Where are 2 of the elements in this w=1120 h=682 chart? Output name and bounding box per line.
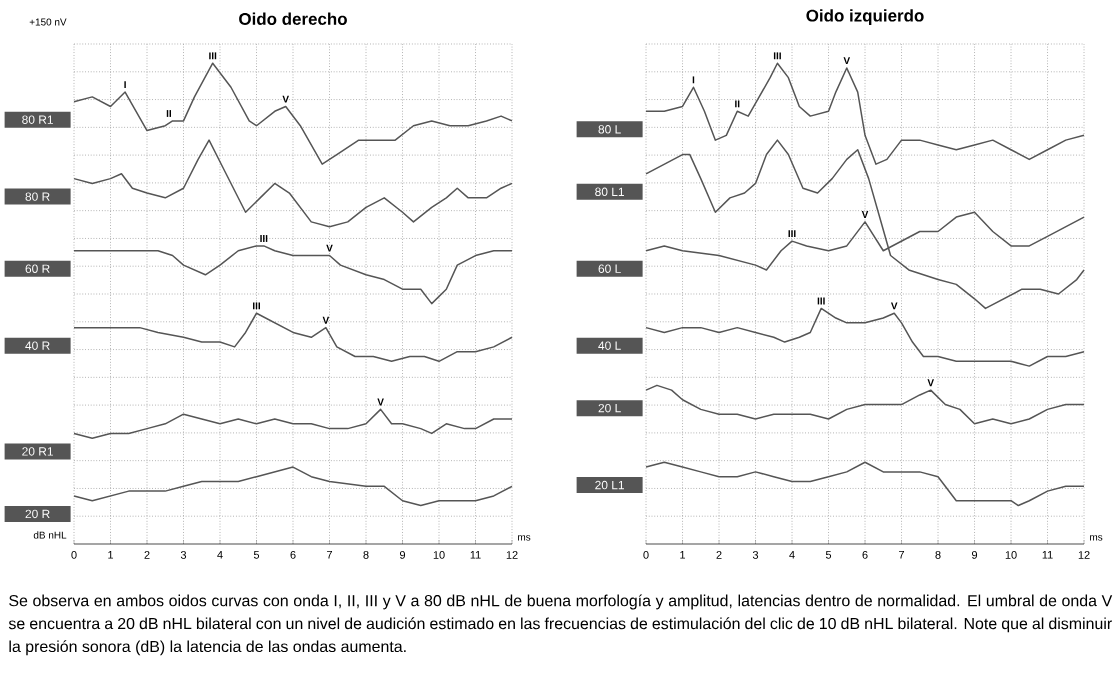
chart-title: Oido derecho — [239, 12, 347, 25]
chart-title: Oido izquierdo — [806, 9, 924, 25]
